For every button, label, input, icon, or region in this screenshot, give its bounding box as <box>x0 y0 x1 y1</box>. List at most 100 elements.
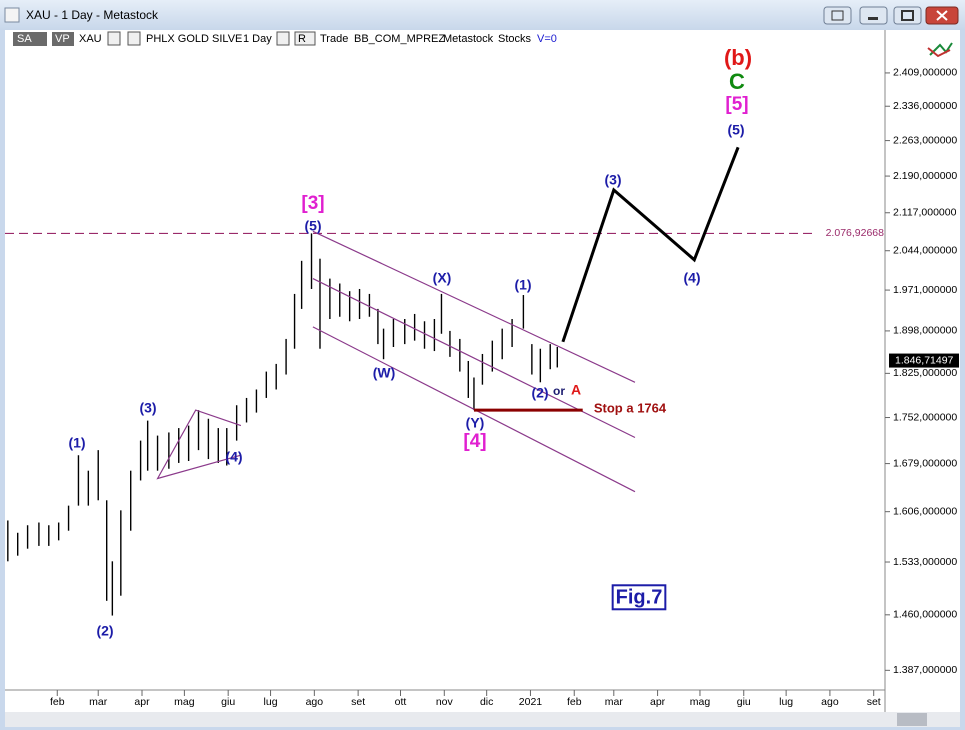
x-tick-label: mar <box>89 696 108 708</box>
x-tick-label: lug <box>264 696 278 708</box>
wave-label: (2) <box>96 623 113 639</box>
toolbar-item: XAU <box>79 33 102 45</box>
icon <box>929 42 953 56</box>
x-tick-label: feb <box>567 696 582 708</box>
wave-label: (4) <box>225 449 242 465</box>
wave-label: (5) <box>304 218 321 234</box>
overlay-line <box>312 326 636 493</box>
x-tick-label: dic <box>480 696 493 708</box>
wave-label: [3] <box>301 193 324 214</box>
scrollbar[interactable] <box>5 712 960 727</box>
corner-icon <box>927 42 953 58</box>
toolbar-item: Stocks <box>498 33 532 45</box>
toolbar-item: VP <box>55 33 70 45</box>
reference-label-bg <box>816 225 884 240</box>
wave-label: A <box>571 382 581 398</box>
wave-label: (3) <box>139 400 156 416</box>
minimize-button[interactable] <box>859 6 888 25</box>
x-tick-label: nov <box>436 696 454 708</box>
overlay-line <box>312 230 636 383</box>
wave-label: (W) <box>373 365 396 381</box>
wave-label: Stop a 1764 <box>594 400 667 415</box>
y-tick-label: 1.533,000000 <box>893 556 957 568</box>
toolbar-item: 1 Day <box>243 33 272 45</box>
icon <box>868 17 878 20</box>
vp-button[interactable] <box>52 32 74 46</box>
wave-label: (b) <box>724 45 752 70</box>
toolbar-item: BB_COM_MPREZ <box>354 33 445 45</box>
wave-label: [5] <box>725 94 748 115</box>
last-price-label: 1.846,71497 <box>895 354 954 366</box>
y-tick-label: 2.336,000000 <box>893 100 957 112</box>
y-tick-label: 2.263,000000 <box>893 134 957 146</box>
wave-label: (Y) <box>466 415 485 431</box>
app-icon <box>4 7 20 23</box>
y-tick-label: 1.460,000000 <box>893 609 957 621</box>
x-axis-area <box>5 690 960 712</box>
wave-label: [4] <box>463 431 486 452</box>
toolbar-item: Metastock <box>443 33 494 45</box>
restore-group-button[interactable] <box>823 6 852 25</box>
window-buttons <box>823 6 959 25</box>
x-tick-label: feb <box>50 696 65 708</box>
y-tick-label: 1.679,000000 <box>893 457 957 469</box>
y-tick-label: 1.387,000000 <box>893 664 957 676</box>
toolbar-item: V=0 <box>537 33 557 45</box>
maximize-button[interactable] <box>893 6 922 25</box>
wave-label: (1) <box>68 435 85 451</box>
y-tick-label: 1.752,000000 <box>893 411 957 423</box>
last-price-tag <box>889 353 959 368</box>
sa-button[interactable] <box>13 32 47 46</box>
dropdown[interactable] <box>294 31 316 46</box>
y-tick-label: 2.117,000000 <box>893 207 957 219</box>
x-tick-label: mar <box>605 696 624 708</box>
wave-label: Fig.7 <box>616 586 663 608</box>
toolbar-item: R <box>298 33 306 45</box>
x-tick-label: ott <box>395 696 407 708</box>
x-tick-label: mag <box>174 696 195 708</box>
y-tick-label: 1.898,000000 <box>893 325 957 337</box>
y-tick-label: 1.606,000000 <box>893 505 957 517</box>
x-tick-label: set <box>351 696 365 708</box>
x-tick-label: 2021 <box>519 696 543 708</box>
wave-label: (X) <box>433 270 452 286</box>
x-tick-label: giu <box>221 696 235 708</box>
wave-label: or <box>553 384 565 398</box>
figure-box <box>611 584 667 611</box>
overlay-line <box>561 146 740 343</box>
scrollbar-thumb[interactable] <box>897 713 927 726</box>
dropdowns <box>107 31 316 46</box>
wave-label: C <box>729 69 745 94</box>
wave-label: (2) <box>531 385 548 401</box>
wave-label: (3) <box>604 172 621 188</box>
wave-label: (5) <box>727 122 744 138</box>
x-tick-label: ago <box>821 696 839 708</box>
overlay-line <box>156 409 242 480</box>
toolbar-item: Trade <box>320 33 348 45</box>
icon <box>927 47 951 58</box>
wave-label: (4) <box>683 270 700 286</box>
x-tick-label: apr <box>650 696 666 708</box>
x-tick-label: set <box>867 696 881 708</box>
window-title: XAU - 1 Day - Metastock <box>26 8 159 22</box>
toolbar-item: PHLX GOLD SILVE <box>146 33 242 45</box>
reference-label: 2.076,92668 <box>826 227 885 239</box>
title-bar <box>0 0 965 30</box>
icon <box>831 10 844 21</box>
x-tick-label: ago <box>306 696 324 708</box>
dropdown[interactable] <box>127 31 141 46</box>
dropdown[interactable] <box>276 31 290 46</box>
x-tick-label: lug <box>779 696 793 708</box>
dropdown[interactable] <box>107 31 121 46</box>
y-tick-label: 2.190,000000 <box>893 170 957 182</box>
x-tick-label: giu <box>737 696 751 708</box>
icon <box>901 10 914 21</box>
y-tick-label: 1.971,000000 <box>893 284 957 296</box>
icon <box>936 10 948 21</box>
y-tick-label: 2.409,000000 <box>893 67 957 79</box>
toolbar-item: SA <box>17 33 32 45</box>
x-tick-label: apr <box>134 696 150 708</box>
y-tick-label: 2.044,000000 <box>893 245 957 257</box>
